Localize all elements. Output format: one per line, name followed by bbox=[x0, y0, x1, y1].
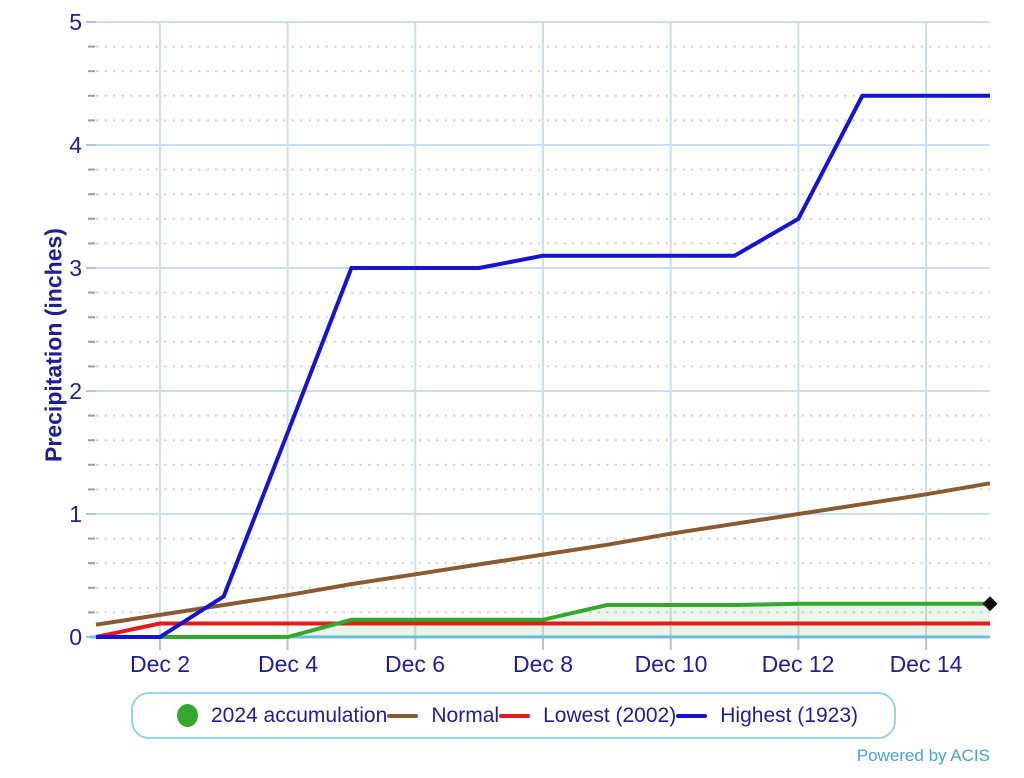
series-line-highest-1923 bbox=[96, 93, 990, 639]
y-tick-label-0: 0 bbox=[69, 624, 82, 650]
axis-ticks bbox=[86, 21, 928, 650]
series-line-2024-accumulation bbox=[96, 601, 990, 639]
x-tick-label-dec10: Dec 10 bbox=[634, 651, 708, 677]
major-gridlines bbox=[96, 21, 990, 637]
y-tick-label-4: 4 bbox=[69, 132, 82, 158]
y-tick-label-3: 3 bbox=[69, 255, 82, 281]
brown-line-icon bbox=[387, 713, 419, 718]
legend-label-lowest: Lowest (2002) bbox=[543, 703, 677, 727]
y-tick-label-1: 1 bbox=[69, 501, 82, 527]
legend: 2024 accumulation Normal Lowest (2002) H… bbox=[131, 692, 896, 739]
green-circle-icon bbox=[177, 704, 198, 727]
series-line-lowest-2002 bbox=[95, 621, 990, 639]
y-tick-label-5: 5 bbox=[69, 9, 82, 35]
series-line-normal bbox=[95, 481, 991, 627]
red-line-icon bbox=[499, 713, 531, 718]
legend-item-normal: Normal bbox=[387, 704, 499, 728]
end-marker-diamond bbox=[982, 596, 998, 612]
legend-label-highest: Highest (1923) bbox=[720, 703, 858, 727]
x-tick-label-dec6: Dec 6 bbox=[384, 651, 446, 677]
x-tick-label-dec4: Dec 4 bbox=[257, 651, 319, 677]
legend-item-highest: Highest (1923) bbox=[676, 704, 858, 728]
x-tick-label-dec12: Dec 12 bbox=[761, 651, 835, 677]
legend-label-normal: Normal bbox=[431, 703, 500, 727]
legend-item-2024-accumulation: 2024 accumulation bbox=[177, 704, 387, 728]
powered-by-acis-credit: Powered by ACIS bbox=[856, 746, 990, 765]
x-tick-label-dec8: Dec 8 bbox=[512, 651, 574, 677]
blue-line-icon bbox=[676, 713, 708, 718]
legend-item-lowest: Lowest (2002) bbox=[499, 704, 676, 728]
y-tick-label-2: 2 bbox=[69, 378, 82, 404]
x-tick-label-dec2: Dec 2 bbox=[129, 651, 191, 677]
x-tick-label-dec14: Dec 14 bbox=[889, 651, 963, 677]
legend-label-2024-accumulation: 2024 accumulation bbox=[211, 703, 388, 727]
